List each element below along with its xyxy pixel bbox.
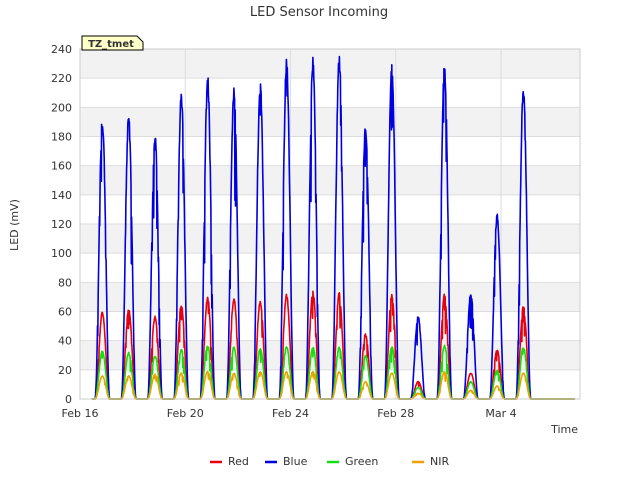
y-tick-label: 60 — [58, 306, 72, 319]
background-band — [80, 165, 580, 195]
background-band — [80, 340, 580, 370]
x-tick-label: Feb 16 — [62, 407, 99, 420]
y-tick-label: 200 — [51, 101, 72, 114]
chart-title: LED Sensor Incoming — [250, 5, 388, 20]
x-tick-label: Feb 24 — [272, 407, 309, 420]
y-axis-label: LED (mV) — [8, 199, 21, 251]
y-axis-ticks: 0 20 40 60 80 100 120 140 160 180 200 220 240 — [51, 43, 72, 406]
y-tick-label: 120 — [51, 218, 72, 231]
y-tick-label: 140 — [51, 189, 72, 202]
station-tag-label: TZ_tmet — [88, 39, 134, 50]
legend-label-blue: Blue — [283, 455, 308, 468]
background-band — [80, 107, 580, 137]
background-band — [80, 282, 580, 312]
y-tick-label: 100 — [51, 247, 72, 260]
station-tag-box — [81, 35, 144, 51]
legend-label-red: Red — [228, 455, 249, 468]
y-tick-label: 180 — [51, 131, 72, 144]
background-band — [80, 49, 580, 79]
background-band — [80, 224, 580, 254]
y-tick-label: 20 — [58, 364, 72, 377]
y-tick-label: 240 — [51, 43, 72, 56]
x-axis-ticks: Feb 16 Feb 20 Feb 24 Feb 28 Mar 4 — [62, 407, 517, 420]
y-tick-label: 160 — [51, 160, 72, 173]
background-bands — [80, 49, 580, 370]
y-tick-label: 220 — [51, 72, 72, 85]
legend: Red Blue Green NIR — [210, 455, 449, 468]
x-tick-label: Feb 28 — [377, 407, 414, 420]
x-tick-label: Feb 20 — [167, 407, 204, 420]
x-tick-label: Mar 4 — [485, 407, 516, 420]
legend-label-nir: NIR — [430, 455, 449, 468]
plot-frame — [79, 48, 581, 400]
y-tick-label: 0 — [65, 393, 72, 406]
x-axis-label: Time — [550, 423, 578, 436]
legend-label-green: Green — [345, 455, 378, 468]
y-tick-label: 40 — [58, 335, 72, 348]
station-tag: TZ_tmet — [81, 35, 144, 51]
y-tick-label: 80 — [58, 276, 72, 289]
